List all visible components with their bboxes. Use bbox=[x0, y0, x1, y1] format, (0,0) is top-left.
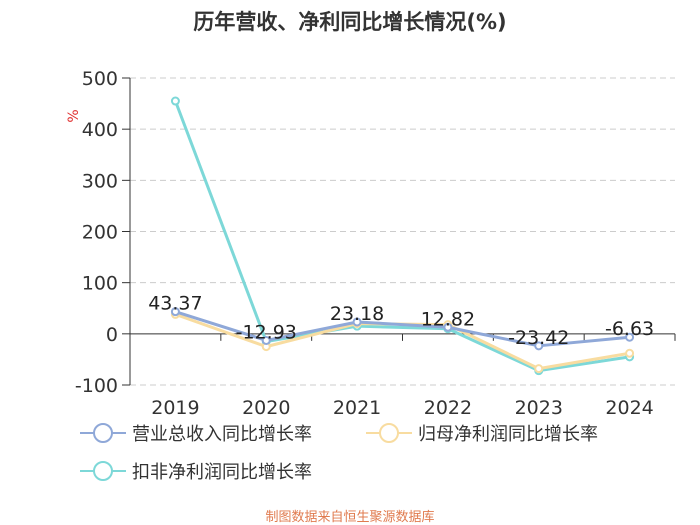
data-point bbox=[625, 348, 635, 358]
y-tick-label: 200 bbox=[82, 222, 118, 244]
x-tick-label: 2022 bbox=[424, 397, 472, 419]
data-point bbox=[170, 96, 180, 106]
x-tick-label: 2020 bbox=[242, 397, 290, 419]
data-label: -6.63 bbox=[605, 318, 654, 340]
data-label: -12.93 bbox=[236, 321, 297, 343]
data-point bbox=[625, 332, 635, 342]
y-tick-label: 500 bbox=[82, 68, 118, 90]
data-label: 12.82 bbox=[421, 308, 475, 330]
y-tick-label: 400 bbox=[82, 119, 118, 141]
y-tick-label: 0 bbox=[106, 324, 118, 346]
data-point bbox=[352, 317, 362, 327]
legend-symbol-revenue bbox=[80, 423, 126, 443]
y-tick-label: 100 bbox=[82, 273, 118, 295]
x-tick-label: 2021 bbox=[333, 397, 381, 419]
x-tick-label: 2019 bbox=[151, 397, 199, 419]
series-line bbox=[174, 100, 630, 373]
legend-item-net-profit[interactable]: 归母净利润同比增长率 bbox=[366, 420, 598, 446]
legend-item-deducted-profit[interactable]: 扣非净利润同比增长率 bbox=[80, 458, 312, 484]
legend-label-net-profit: 归母净利润同比增长率 bbox=[418, 424, 598, 445]
series-line bbox=[174, 310, 630, 348]
x-tick-label: 2023 bbox=[515, 397, 563, 419]
source-note: 制图数据来自恒生聚源数据库 bbox=[265, 510, 435, 525]
data-point bbox=[534, 341, 544, 351]
data-point bbox=[170, 307, 180, 317]
data-label: 43.37 bbox=[148, 293, 202, 315]
data-point bbox=[261, 335, 271, 345]
legend-item-revenue[interactable]: 营业总收入同比增长率 bbox=[80, 420, 312, 446]
data-label: 23.18 bbox=[330, 303, 384, 325]
legend-symbol-net-profit bbox=[366, 423, 412, 443]
legend-symbol-deducted-profit bbox=[80, 461, 126, 481]
legend-label-revenue: 营业总收入同比增长率 bbox=[132, 424, 312, 445]
y-axis-label: % bbox=[66, 109, 82, 122]
y-tick-label: -100 bbox=[75, 375, 118, 397]
y-tick-label: 300 bbox=[82, 170, 118, 192]
data-point bbox=[534, 364, 544, 374]
data-point bbox=[443, 322, 453, 332]
data-label: -23.42 bbox=[508, 327, 569, 349]
legend-label-deducted-profit: 扣非净利润同比增长率 bbox=[132, 462, 312, 483]
chart-title: 历年营收、净利同比增长情况(%) bbox=[193, 10, 507, 34]
x-tick-label: 2024 bbox=[605, 397, 653, 419]
